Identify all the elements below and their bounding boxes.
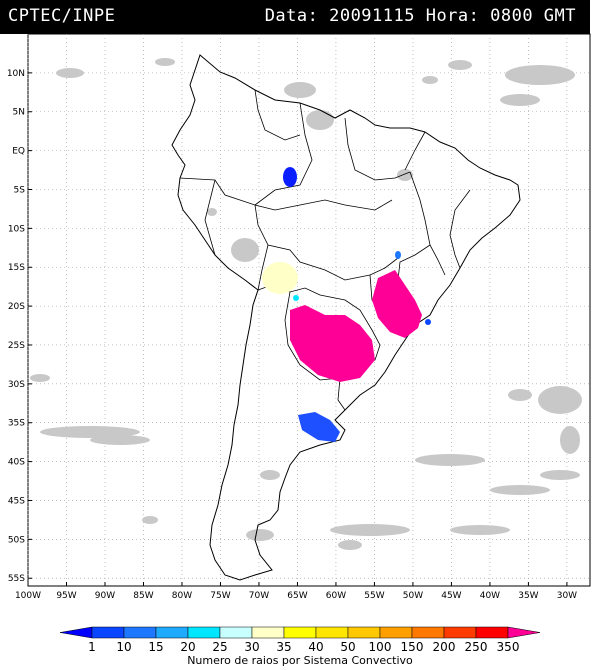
lon-label: 35W	[518, 591, 538, 601]
lat-label: 5N	[13, 108, 25, 118]
system-argentina-pink	[290, 305, 375, 382]
legend-swatch	[347, 626, 381, 639]
agency-label: CPTEC/INPE	[8, 6, 116, 26]
legend-swatch	[283, 626, 317, 639]
system-sp-blue	[425, 319, 431, 325]
south-america-coastline	[171, 54, 521, 581]
lat-label: 15S	[8, 263, 25, 273]
legend-label: 150	[401, 640, 424, 654]
system-bolivia-yellow	[262, 262, 298, 294]
legend-label: 40	[308, 640, 323, 654]
legend-swatch	[251, 626, 285, 639]
lon-label: 45W	[441, 591, 461, 601]
lat-label: 25S	[8, 341, 25, 351]
lat-label: 45S	[8, 496, 25, 506]
convective-systems	[262, 167, 431, 442]
legend-label: 1	[88, 640, 96, 654]
legend-label: 20	[180, 640, 195, 654]
legend-swatch	[219, 626, 253, 639]
system-goias-blue	[395, 251, 401, 259]
legend-swatch	[59, 626, 93, 639]
lat-label: 30S	[8, 380, 25, 390]
lat-label: 5S	[14, 185, 26, 195]
lon-label: 100W	[15, 591, 41, 601]
lon-label: 65W	[287, 591, 307, 601]
legend-label: 100	[369, 640, 392, 654]
legend-swatch	[155, 626, 189, 639]
lon-label: 50W	[403, 591, 423, 601]
lat-label: 10N	[7, 69, 25, 79]
legend-colorbar	[59, 626, 541, 639]
legend-caption: Numero de raios por Sistema Convectivo	[187, 654, 413, 667]
lon-label: 75W	[210, 591, 230, 601]
legend-label: 250	[465, 640, 488, 654]
system-amazon-blue	[283, 167, 297, 187]
legend-label: 25	[212, 640, 227, 654]
lat-label: 20S	[8, 302, 25, 312]
legend-label: 10	[116, 640, 131, 654]
legend-label: 30	[244, 640, 259, 654]
cloud-cover	[30, 58, 582, 550]
legend-swatch	[123, 626, 157, 639]
lon-label: 40W	[480, 591, 500, 601]
system-brazil-pink	[372, 270, 422, 338]
legend-swatch	[475, 626, 509, 639]
lon-label: 80W	[172, 591, 192, 601]
legend-labels: 1 10 15 20 25 30 35 40 50 100 150 200 250 350	[88, 640, 519, 654]
lat-label: 35S	[8, 419, 25, 429]
lon-label: 95W	[56, 591, 76, 601]
system-chaco-cyan	[293, 295, 299, 301]
lat-label: 50S	[8, 535, 25, 545]
map-header: CPTEC/INPE Data: 20091115 Hora: 0800 GMT	[0, 0, 590, 34]
legend-swatch	[507, 626, 541, 639]
lat-label: 40S	[8, 458, 25, 468]
lat-label: 55S	[8, 574, 25, 584]
system-pampas-blue	[298, 412, 340, 442]
date-time-label: Data: 20091115 Hora: 0800 GMT	[264, 6, 576, 26]
lon-label: 90W	[95, 591, 115, 601]
legend-swatch	[187, 626, 221, 639]
legend-label: 50	[340, 640, 355, 654]
lon-label: 70W	[249, 591, 269, 601]
lat-label: 10S	[8, 224, 25, 234]
lat-label: EQ	[12, 147, 25, 157]
legend-swatch	[443, 626, 477, 639]
legend-label: 35	[276, 640, 291, 654]
legend-swatch	[91, 626, 125, 639]
legend-label: 15	[148, 640, 163, 654]
latitude-labels: 10N 5N EQ 5S 10S 15S 20S 25S 30S 35S 40S 45S 50S 55S	[7, 69, 32, 584]
legend-swatch	[411, 626, 445, 639]
lon-label: 30W	[557, 591, 577, 601]
legend-label: 350	[497, 640, 520, 654]
lon-label: 85W	[133, 591, 153, 601]
longitude-labels: 100W 95W 90W 85W 80W 75W 70W 65W 60W 55W 50W 45W 40W…	[15, 582, 577, 601]
lon-label: 55W	[364, 591, 384, 601]
legend-label: 200	[433, 640, 456, 654]
legend-swatch	[315, 626, 349, 639]
legend-swatch	[379, 626, 413, 639]
lon-label: 60W	[326, 591, 346, 601]
